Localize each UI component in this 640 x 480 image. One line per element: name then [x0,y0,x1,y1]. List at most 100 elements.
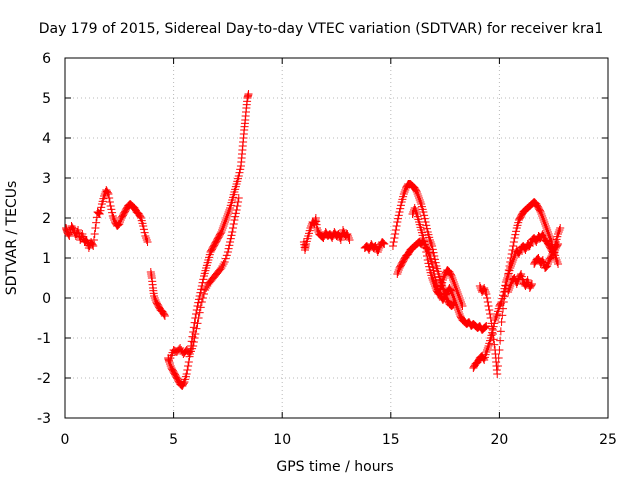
x-tick-label: 5 [169,432,178,448]
data-point [223,248,232,256]
data-point [436,286,445,294]
data-point [139,225,148,234]
data-point [143,238,152,246]
data-point [422,221,431,230]
data-point [388,242,397,250]
data-point [84,244,93,252]
data-point [435,288,444,296]
data-point [390,234,399,242]
data-point [439,274,448,282]
data-point [192,324,201,333]
data-point [428,245,437,254]
data-point [504,270,513,278]
data-point [554,230,563,238]
data-point [90,230,99,238]
data-point [223,212,232,220]
data-point [189,338,198,346]
data-point [89,242,98,250]
data-point [541,222,550,230]
data-point [458,302,467,310]
y-tick-label: 0 [42,291,51,307]
data-point [223,210,232,218]
data-point [136,212,145,221]
y-tick-label: 2 [42,211,51,227]
data-point [481,322,490,331]
data-point [195,308,204,317]
data-point [410,204,419,212]
data-point [423,256,432,264]
data-point [548,248,557,256]
data-point [422,248,431,256]
data-point [447,272,456,280]
data-point [415,196,424,204]
data-point [104,190,113,198]
data-point [539,216,548,224]
data-point [222,214,231,222]
data-point [92,218,101,227]
data-point [194,314,203,322]
data-point [504,288,513,296]
data-point [91,224,100,232]
data-point [450,280,459,288]
data-point [411,206,420,214]
data-point [142,236,151,244]
data-point [244,90,253,98]
data-point [506,254,515,262]
data-point [534,254,543,262]
data-point [456,296,465,304]
data-point [429,278,438,286]
data-point [555,226,564,234]
data-point [454,292,463,300]
data-point [429,248,438,257]
data-point [496,327,505,336]
data-point [344,232,353,240]
data-point [499,304,508,313]
data-point [345,236,354,244]
data-point [543,228,552,236]
y-tick-label: 1 [42,251,51,267]
data-point [483,346,492,354]
data-point [420,214,429,223]
data-point [225,241,234,250]
data-point [415,194,424,202]
data-point [510,234,519,242]
data-point [396,204,405,213]
x-tick-label: 20 [490,432,508,448]
data-point [196,288,205,297]
data-point [496,336,505,345]
data-point [423,224,431,233]
data-point [312,224,321,232]
data-point [89,236,98,244]
data-point [489,335,498,344]
data-point [451,284,460,292]
plot-frame [64,57,609,419]
data-point [419,234,428,242]
data-point [521,246,530,254]
data-point [543,260,552,268]
data-point [227,231,236,240]
data-point [378,238,387,247]
data-point [393,218,402,226]
data-point [545,232,554,240]
data-point [532,238,541,246]
data-point [225,206,234,214]
data-point [554,228,563,236]
data-point [482,348,491,356]
data-point [446,286,455,295]
y-tick-label: 5 [42,91,51,107]
data-point [537,210,546,218]
data-point [541,220,550,228]
data-point [105,198,114,206]
data-point [504,286,513,294]
data-point [108,208,117,217]
data-point [375,244,384,252]
data-point [428,276,437,284]
data-point [395,208,404,216]
data-point [88,240,97,249]
data-point [374,246,383,254]
x-tick-label: 15 [382,432,400,448]
data-point [493,370,502,378]
data-point [97,203,106,212]
